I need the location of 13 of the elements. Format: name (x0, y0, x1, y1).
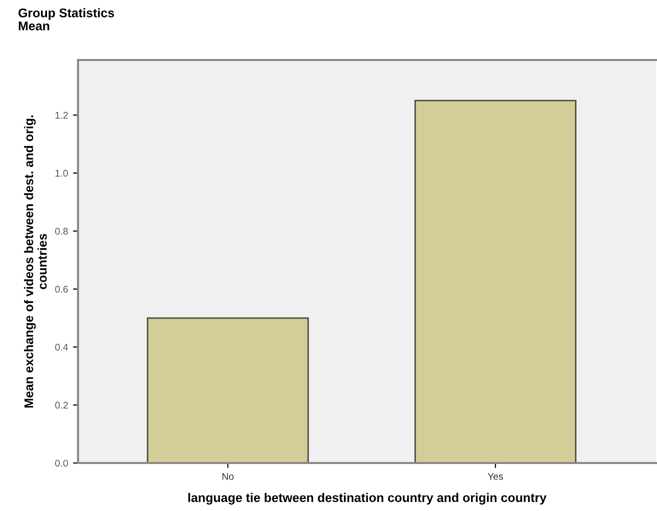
y-tick-label: 1.0 (56, 170, 68, 177)
y-axis-title: Mean exchange of videos between dest. and orig. countries (24, 115, 47, 408)
x-axis-title: language tie between destination country and origin country (188, 492, 546, 505)
y-tick-label: 0.6 (55, 286, 68, 293)
x-tick-label: No (222, 473, 234, 480)
x-tick-label: Yes (488, 473, 504, 480)
y-tick-label: 0.8 (55, 228, 68, 235)
y-tick-label: 0.4 (55, 344, 68, 351)
y-tick-label: 0.0 (55, 460, 68, 467)
chart-title: Group Statistics (18, 8, 114, 20)
y-tick-label: 0.2 (55, 402, 68, 409)
chart-subtitle: Mean (18, 22, 50, 30)
y-tick-label: 1.2 (56, 112, 68, 119)
